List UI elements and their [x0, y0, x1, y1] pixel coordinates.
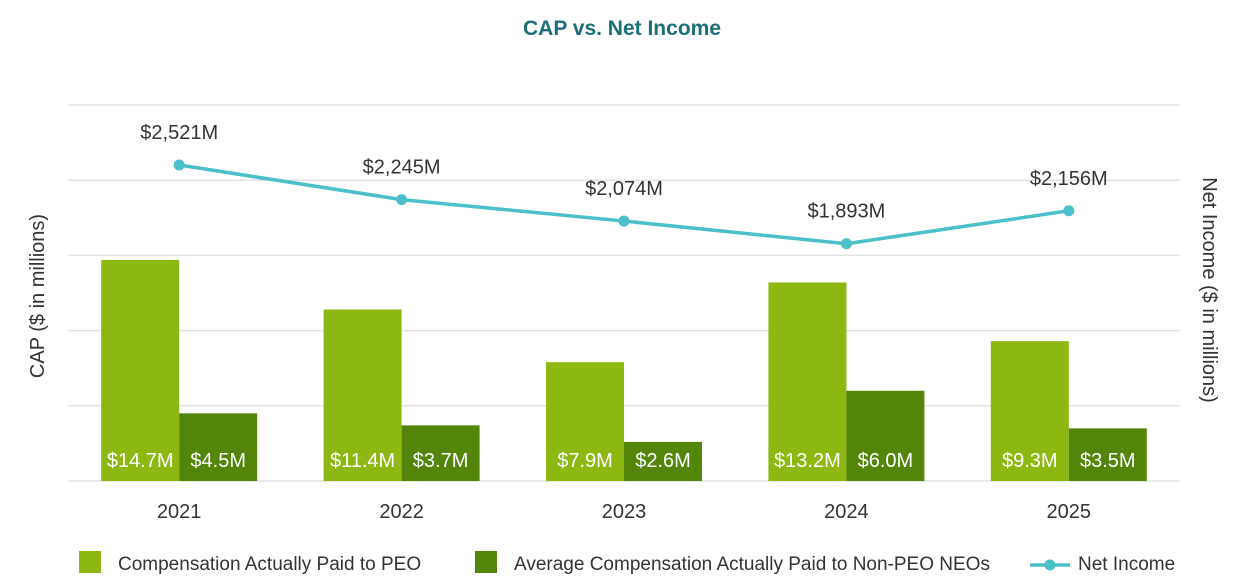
y-axis-title-right: Net Income ($ in millions)	[1198, 177, 1220, 403]
chart-title: CAP vs. Net Income	[523, 17, 721, 40]
net-income-point-2023	[618, 215, 630, 227]
y-axis-title-left: CAP ($ in millions)	[27, 214, 49, 378]
legend-swatch-neo	[475, 551, 497, 573]
net-income-label-2023: $2,074M	[585, 178, 663, 200]
bar-label-peo-2023: $7.9M	[557, 450, 613, 472]
bar-data-labels: $14.7M $11.4M $7.9M $13.2M $9.3M $4.5M $3.7M $2…	[107, 450, 1136, 472]
net-income-point-2022	[396, 194, 408, 206]
legend-label-peo: Compensation Actually Paid to PEO	[118, 554, 421, 575]
bar-series	[101, 259, 1147, 481]
x-tick-2021: 2021	[157, 501, 202, 523]
bar-peo-2023	[546, 362, 624, 481]
net-income-line	[178, 163, 1070, 246]
net-income-label-2025: $2,156M	[1030, 168, 1108, 190]
net-income-point-2024	[840, 238, 852, 250]
legend-label-neo: Average Compensation Actually Paid to No…	[514, 554, 990, 575]
bar-label-neo-2024: $6.0M	[858, 450, 914, 472]
legend-label-net-income: Net Income	[1078, 554, 1175, 575]
bar-label-peo-2025: $9.3M	[1002, 450, 1058, 472]
bar-neo-2022	[401, 425, 480, 481]
bar-label-peo-2024: $13.2M	[774, 450, 841, 472]
bar-neo-2021	[179, 413, 258, 481]
legend-swatch-peo	[79, 551, 101, 573]
bar-label-peo-2022: $11.4M	[330, 450, 395, 472]
bar-label-neo-2023: $2.6M	[635, 450, 691, 472]
net-income-line-series: $2,521M $2,245M $2,074M $1,893M $2,156M	[140, 122, 1108, 250]
bar-peo-2025	[990, 341, 1069, 481]
net-income-label-2022: $2,245M	[363, 157, 441, 179]
bar-label-neo-2022: $3.7M	[413, 450, 469, 472]
net-income-point-2025	[1063, 205, 1075, 217]
bar-label-peo-2021: $14.7M	[107, 450, 174, 472]
bar-label-neo-2025: $3.5M	[1080, 450, 1136, 472]
bar-peo-2022	[323, 309, 402, 481]
net-income-label-2024: $1,893M	[807, 201, 885, 223]
legend: Compensation Actually Paid to PEO Averag…	[79, 551, 1175, 575]
net-income-point-2021	[173, 159, 185, 171]
bar-peo-2024	[768, 282, 847, 481]
bar-label-neo-2021: $4.5M	[190, 450, 246, 472]
x-tick-2024: 2024	[824, 501, 869, 523]
bar-peo-2021	[101, 259, 180, 481]
bar-neo-2024	[846, 390, 925, 481]
net-income-label-2021: $2,521M	[140, 122, 218, 144]
bar-neo-2023	[624, 441, 702, 481]
bar-neo-2025	[1068, 428, 1147, 481]
x-tick-2022: 2022	[379, 501, 424, 523]
x-tick-2025: 2025	[1047, 501, 1092, 523]
x-axis-tick-labels: 2021 2022 2023 2024 2025	[157, 501, 1091, 523]
legend-marker-net-income	[1044, 559, 1056, 571]
x-tick-2023: 2023	[602, 501, 647, 523]
